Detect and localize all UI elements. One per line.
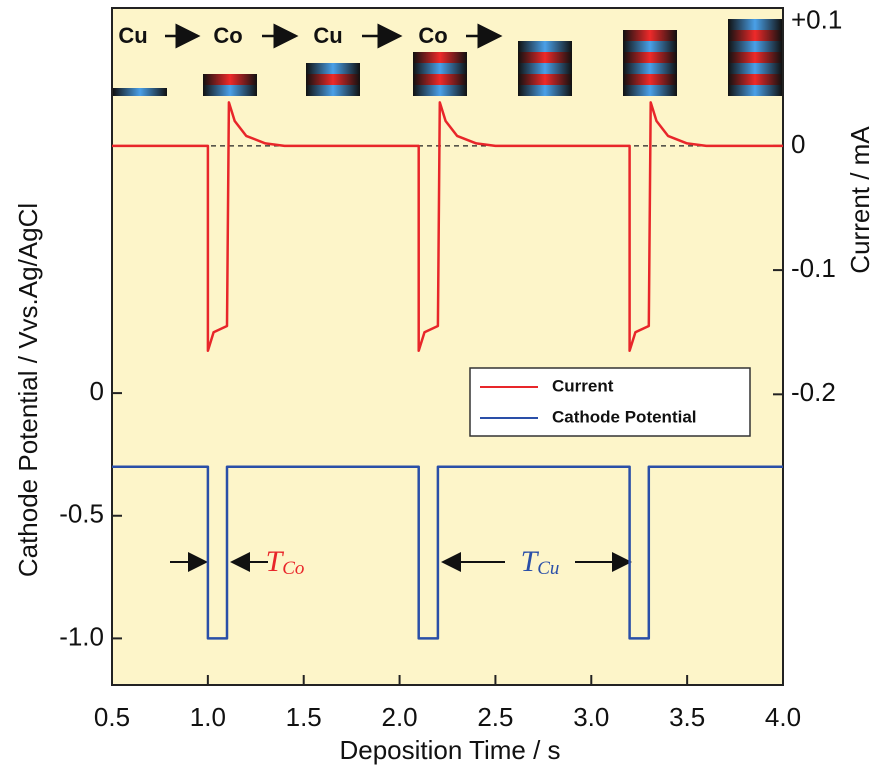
layer-icon — [728, 41, 782, 52]
layer-icon — [518, 63, 572, 74]
x-tick-label: 3.0 — [573, 702, 609, 732]
legend-box — [469, 367, 751, 437]
legend-label: Current — [552, 376, 614, 395]
y2-axis-title: Current / mA — [845, 126, 875, 274]
y2-tick-label: +0.1 — [791, 5, 842, 35]
layer-icon — [413, 85, 467, 96]
y-tick-label: 0 — [90, 376, 104, 406]
sequence-label: Cu — [313, 23, 342, 48]
layer-icon — [728, 85, 782, 96]
layer-icon — [518, 52, 572, 63]
layer-icon — [203, 85, 257, 96]
layer-icon — [113, 88, 167, 96]
y2-tick-label: 0 — [791, 129, 805, 159]
y-axis-title: Cathode Potential / Vvs.Ag/AgCl — [13, 203, 43, 577]
annotation: TCu — [521, 545, 560, 579]
layer-icon — [306, 74, 360, 85]
sequence-label: Co — [418, 23, 447, 48]
x-tick-label: 4.0 — [765, 702, 801, 732]
annotation-main: T — [521, 545, 540, 578]
x-tick-label: 2.5 — [477, 702, 513, 732]
layer-icon — [413, 74, 467, 85]
layer-icon — [728, 19, 782, 30]
x-tick-label: 1.5 — [286, 702, 322, 732]
layer-icon — [728, 52, 782, 63]
y2-tick-label: -0.1 — [791, 253, 836, 283]
layer-icon — [728, 30, 782, 41]
layer-icon — [623, 52, 677, 63]
layer-icon — [518, 41, 572, 52]
layer-icon — [728, 63, 782, 74]
layer-icon — [623, 30, 677, 41]
plot-area — [111, 7, 784, 686]
legend: Current Cathode Potential — [469, 367, 751, 437]
line-series — [112, 101, 783, 353]
x-axis-title: Deposition Time / s — [339, 735, 560, 765]
sequence-label: Cu — [118, 23, 147, 48]
layer-icon — [623, 41, 677, 52]
layer-icon — [306, 63, 360, 74]
layer-icon — [413, 63, 467, 74]
sequence-label: Co — [213, 23, 242, 48]
layer-icon — [623, 85, 677, 96]
layer-icon — [518, 85, 572, 96]
x-tick-label: 1.0 — [190, 702, 226, 732]
legend-label: Cathode Potential — [552, 407, 697, 426]
line-series — [112, 465, 783, 640]
annotation-subscript: Cu — [537, 558, 559, 579]
layer-icon — [518, 74, 572, 85]
layer-icon — [203, 74, 257, 85]
layer-icon — [623, 63, 677, 74]
annotation-subscript: Co — [282, 558, 304, 579]
annotation-main: T — [266, 545, 285, 578]
layer-icon — [306, 85, 360, 96]
y-tick-label: -1.0 — [59, 621, 104, 651]
layer-icon — [623, 74, 677, 85]
x-tick-label: 2.0 — [381, 702, 417, 732]
y-tick-label: -0.5 — [59, 499, 104, 529]
layer-icon — [413, 52, 467, 63]
x-tick-label: 0.5 — [94, 702, 130, 732]
annotation: TCo — [266, 545, 305, 579]
y2-tick-label: -0.2 — [791, 377, 836, 407]
x-tick-label: 3.5 — [669, 702, 705, 732]
layer-icon — [728, 74, 782, 85]
